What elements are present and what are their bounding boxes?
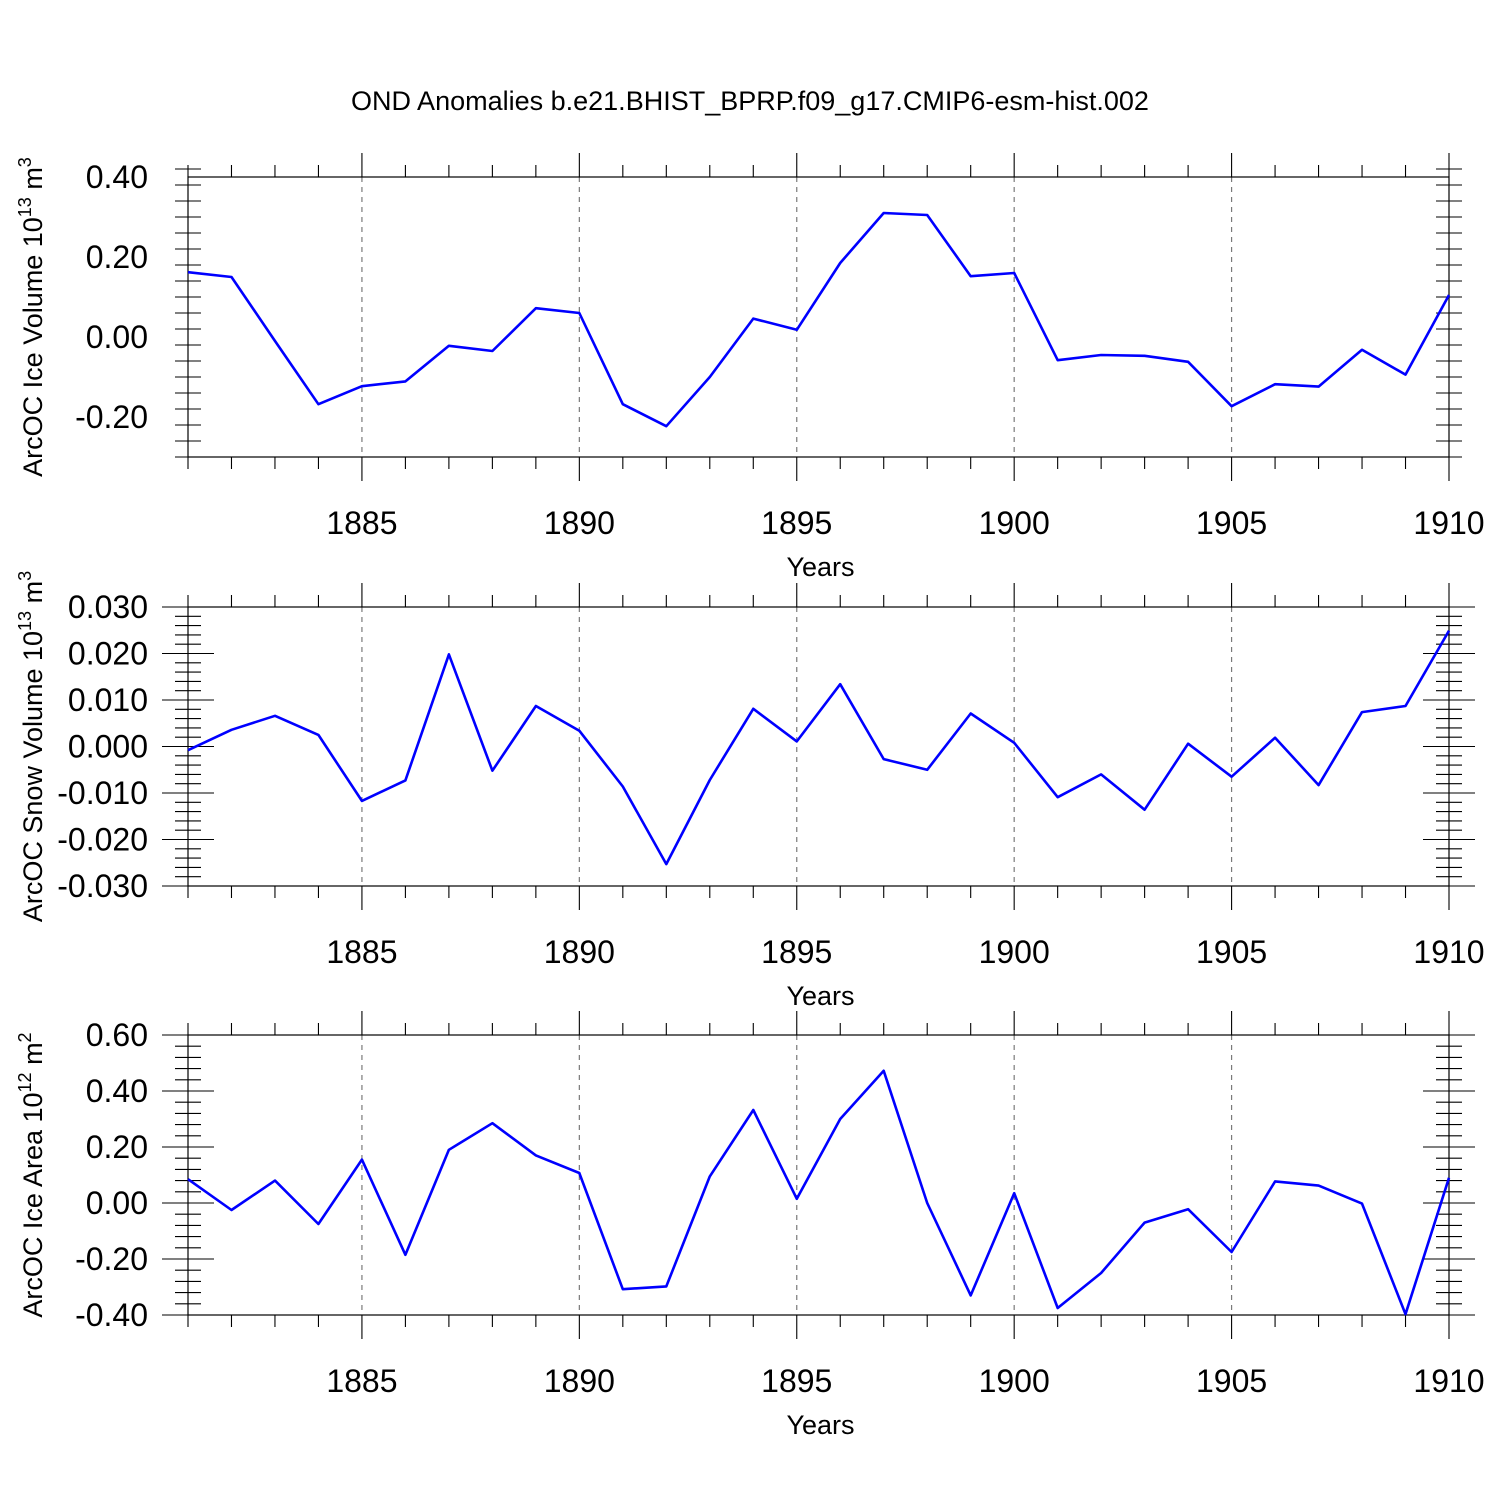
y-tick-label: 0.030	[68, 589, 148, 625]
x-axis-title: Years	[786, 552, 854, 582]
plot-frame	[187, 176, 1450, 458]
plot-frame	[187, 606, 1450, 887]
y-tick-label: 0.010	[68, 682, 148, 718]
x-axis-title: Years	[786, 1410, 854, 1440]
panel-ice-area: 1885 1890 1895 1900 1905 1910 -0.40 -0.20 0.00 0.…	[15, 1011, 1485, 1440]
x-tick-label: 1890	[544, 1363, 615, 1399]
series-line-ice-volume	[187, 211, 1451, 428]
x-tick-label: 1905	[1196, 1363, 1267, 1399]
y-axis-title: ArcOC Ice Volume 1013 m3	[15, 157, 48, 477]
x-tick-label: 1900	[979, 505, 1050, 541]
y-tick-label: -0.20	[75, 1241, 148, 1277]
x-tick-label: 1895	[761, 934, 832, 970]
y-tick-label: 0.020	[68, 636, 148, 672]
y-axis-title-exp: 13	[15, 197, 35, 217]
y-tick-label: 0.20	[86, 239, 148, 275]
series-line-snow-volume	[187, 630, 1451, 866]
x-tick-label: 1910	[1413, 505, 1484, 541]
y-axis-title-unit: m	[18, 167, 48, 197]
y-tick-label: 0.000	[68, 729, 148, 765]
y-axis-title-unit: m	[18, 581, 48, 611]
plot-frame	[187, 1034, 1450, 1316]
y-tick-label: -0.010	[57, 775, 148, 811]
series-line-ice-area	[187, 1069, 1451, 1316]
x-tick-label: 1900	[979, 1363, 1050, 1399]
y-tick-label: -0.20	[75, 399, 148, 435]
panel-ice-volume: 1885 1890 1895 1900 1905 1910 -0.20 0.00 0.20 0.4…	[15, 153, 1485, 582]
x-axis-title: Years	[786, 981, 854, 1011]
x-tick-label: 1910	[1413, 934, 1484, 970]
y-axis-title-exp: 13	[15, 611, 35, 631]
x-tick-label: 1885	[326, 505, 397, 541]
y-axis-title-main: ArcOC Ice Area 10	[18, 1092, 48, 1317]
y-tick-label: 0.40	[86, 159, 148, 195]
y-axis-title-main: ArcOC Snow Volume 10	[18, 631, 48, 922]
x-tick-label: 1900	[979, 934, 1050, 970]
chart-title: OND Anomalies b.e21.BHIST_BPRP.f09_g17.C…	[351, 86, 1149, 116]
y-tick-label: 0.40	[86, 1073, 148, 1109]
x-tick-label: 1890	[544, 505, 615, 541]
x-tick-label: 1890	[544, 934, 615, 970]
x-tick-label: 1910	[1413, 1363, 1484, 1399]
y-axis-title-unit-exp: 2	[15, 1032, 35, 1042]
y-tick-label: 0.20	[86, 1129, 148, 1165]
y-tick-label: -0.020	[57, 822, 148, 858]
y-axis-title: ArcOC Ice Area 1012 m2	[15, 1032, 48, 1317]
y-tick-label: -0.40	[75, 1297, 148, 1333]
y-axis-title-unit: m	[18, 1042, 48, 1072]
x-tick-label: 1905	[1196, 505, 1267, 541]
y-tick-label: -0.030	[57, 868, 148, 904]
x-tick-label: 1895	[761, 1363, 832, 1399]
x-tick-label: 1895	[761, 505, 832, 541]
y-axis-title-main: ArcOC Ice Volume 10	[18, 217, 48, 477]
y-tick-label: 0.00	[86, 319, 148, 355]
y-axis-title-unit-exp: 3	[15, 571, 35, 581]
y-axis-title: ArcOC Snow Volume 1013 m3	[15, 571, 48, 922]
x-tick-label: 1905	[1196, 934, 1267, 970]
y-axis-title-unit-exp: 3	[15, 157, 35, 167]
x-tick-label: 1885	[326, 1363, 397, 1399]
y-axis-title-exp: 12	[15, 1072, 35, 1092]
y-tick-label: 0.00	[86, 1185, 148, 1221]
x-tick-label: 1885	[326, 934, 397, 970]
y-tick-label: 0.60	[86, 1017, 148, 1053]
panel-snow-volume: 1885 1890 1895 1900 1905 1910 -0.030 -0.020 -0.0…	[15, 571, 1485, 1011]
